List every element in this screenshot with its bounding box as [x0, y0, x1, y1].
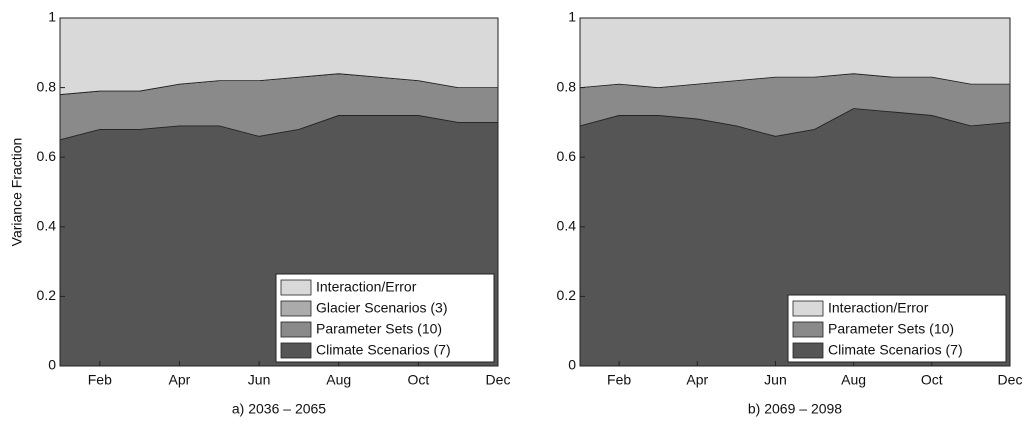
legend-swatch — [792, 300, 824, 317]
x-tick-label: Aug — [841, 372, 866, 388]
x-tick-label: Apr — [686, 372, 708, 388]
legend-box — [787, 294, 1007, 363]
y-axis-label: Variance Fraction — [9, 138, 25, 247]
y-tick-label: 0.8 — [37, 78, 57, 94]
area — [579, 17, 1011, 89]
legend-swatch — [792, 342, 824, 359]
legend-swatch — [280, 342, 312, 359]
plot-frame — [579, 17, 1011, 367]
y-tick-label: 1 — [568, 9, 576, 25]
x-tick-label: Aug — [326, 372, 351, 388]
plot-frame — [59, 17, 499, 367]
legend-swatch — [280, 321, 312, 338]
y-tick-label: 0.2 — [557, 287, 577, 303]
legend-label: Glacier Scenarios (3) — [316, 300, 448, 316]
x-tick-label: Jun — [248, 372, 271, 388]
chart-title: b) 2069 – 2098 — [748, 401, 842, 417]
y-tick-label: 0.4 — [37, 218, 57, 234]
y-tick-label: 0.2 — [37, 287, 57, 303]
x-tick-label: Oct — [921, 372, 943, 388]
x-tick-label: Feb — [88, 372, 112, 388]
legend-label: Parameter Sets (10) — [316, 321, 442, 337]
x-tick-label: Feb — [607, 372, 631, 388]
legend-label: Climate Scenarios (7) — [828, 342, 963, 358]
legend-label: Interaction/Error — [828, 300, 929, 316]
legend-swatch — [792, 321, 824, 338]
legend-label: Interaction/Error — [316, 279, 417, 295]
legend-box — [275, 273, 495, 363]
legend-swatch — [280, 300, 312, 317]
y-tick-label: 0 — [568, 357, 576, 373]
y-tick-label: 0.4 — [557, 218, 577, 234]
y-tick-label: 0 — [48, 357, 56, 373]
x-tick-label: Dec — [998, 372, 1023, 388]
x-tick-label: Jun — [764, 372, 787, 388]
x-tick-label: Apr — [169, 372, 191, 388]
legend-label: Climate Scenarios (7) — [316, 342, 451, 358]
legend-label: Parameter Sets (10) — [828, 321, 954, 337]
x-tick-label: Dec — [486, 372, 511, 388]
y-tick-label: 0.8 — [557, 78, 577, 94]
chart-title: a) 2036 – 2065 — [232, 401, 326, 417]
legend-swatch — [280, 279, 312, 296]
y-tick-label: 1 — [48, 9, 56, 25]
x-tick-label: Oct — [407, 372, 429, 388]
y-tick-label: 0.6 — [37, 148, 57, 164]
y-tick-label: 0.6 — [557, 148, 577, 164]
